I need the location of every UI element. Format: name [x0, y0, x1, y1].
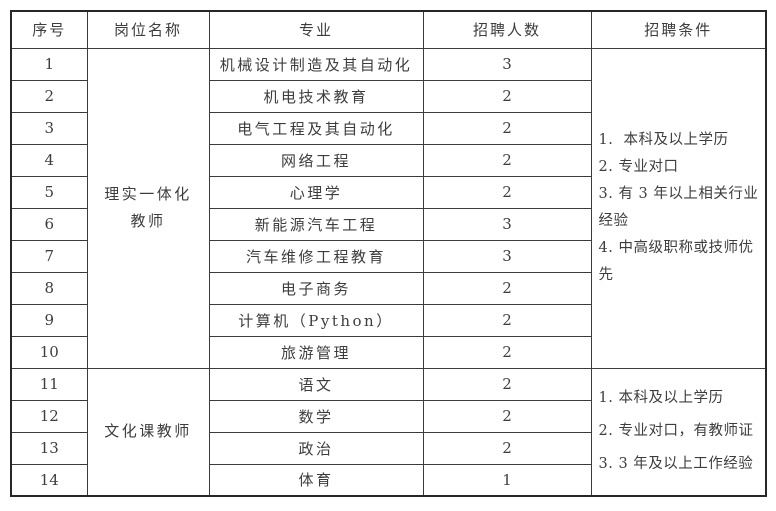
header-cell-position: 岗位名称	[86, 10, 210, 49]
conditions-cell-group2: 1. 本科及以上学历 2. 专业对口，有教师证 3. 3 年及以上工作经验	[590, 367, 767, 497]
position-cell-group2: 文化课教师	[86, 367, 210, 497]
position-name-line: 文化课教师	[104, 422, 192, 441]
count-cell: 1	[422, 463, 592, 497]
condition-line: 4. 中高级职称或技师优先	[598, 240, 754, 283]
position-cell-group1: 理实一体化 教师	[86, 47, 210, 369]
count-cell: 2	[422, 303, 592, 337]
table-row: 10 旅游管理 2	[10, 335, 766, 369]
count-cell: 2	[422, 431, 592, 465]
major-cell: 网络工程	[208, 143, 424, 177]
row-number-cell: 12	[10, 399, 88, 433]
count-cell: 2	[422, 335, 592, 369]
table-row: 8 电子商务 2	[10, 271, 766, 305]
conditions-cell-group1: 1. 本科及以上学历 2. 专业对口 3. 有 3 年以上相关行业经验 4. 中…	[590, 47, 767, 369]
row-number-cell: 6	[10, 207, 88, 241]
major-cell: 机电技术教育	[208, 79, 424, 113]
count-cell: 3	[422, 47, 592, 81]
condition-line: 1. 本科及以上学历	[598, 132, 729, 148]
table-row: 2 机电技术教育 2	[10, 79, 766, 113]
condition-line: 3. 有 3 年以上相关行业经验	[598, 186, 759, 229]
count-cell: 2	[422, 143, 592, 177]
table-row: 14 体育 1	[10, 463, 766, 497]
count-cell: 2	[422, 79, 592, 113]
recruitment-table: 序号 岗位名称 专业 招聘人数 招聘条件 1 理实一体化 教师 机械设计制造及其…	[10, 10, 767, 497]
count-cell: 2	[422, 399, 592, 433]
condition-line: 3. 3 年及以上工作经验	[598, 456, 754, 473]
major-cell: 电气工程及其自动化	[208, 111, 424, 145]
condition-line: 2. 专业对口，有教师证	[598, 423, 754, 440]
major-cell: 体育	[208, 463, 424, 497]
condition-line: 1. 本科及以上学历	[598, 390, 724, 407]
major-cell: 新能源汽车工程	[208, 207, 424, 241]
row-number-cell: 2	[10, 79, 88, 113]
major-cell: 旅游管理	[208, 335, 424, 369]
major-cell: 政治	[208, 431, 424, 465]
major-cell: 电子商务	[208, 271, 424, 305]
table-row: 4 网络工程 2	[10, 143, 766, 177]
row-number-cell: 11	[10, 367, 88, 401]
count-cell: 3	[422, 207, 592, 241]
table-row: 11 文化课教师 语文 2 1. 本科及以上学历 2. 专业对口，有教师证 3.…	[10, 367, 767, 497]
count-cell: 3	[422, 239, 592, 273]
count-cell: 2	[422, 111, 592, 145]
table-row: 6 新能源汽车工程 3	[10, 207, 766, 241]
count-cell: 2	[422, 271, 592, 305]
table-row: 12 数学 2	[10, 399, 766, 433]
row-number-cell: 13	[10, 431, 88, 465]
header-cell-conditions: 招聘条件	[590, 10, 767, 49]
table-row: 7 汽车维修工程教育 3	[10, 239, 766, 273]
count-cell: 2	[422, 175, 592, 209]
row-number-cell: 5	[10, 175, 88, 209]
row-number-cell: 14	[10, 463, 88, 497]
row-number-cell: 7	[10, 239, 88, 273]
major-cell: 汽车维修工程教育	[208, 239, 424, 273]
table-row: 9 计算机（Python） 2	[10, 303, 766, 337]
header-cell-count: 招聘人数	[422, 10, 592, 49]
header-cell-major: 专业	[208, 10, 424, 49]
major-cell: 语文	[208, 367, 424, 401]
row-number-cell: 9	[10, 303, 88, 337]
major-cell: 数学	[208, 399, 424, 433]
major-cell: 计算机（Python）	[208, 303, 424, 337]
row-number-cell: 10	[10, 335, 88, 369]
position-name-line: 理实一体化	[104, 185, 192, 203]
row-number-cell: 8	[10, 271, 88, 305]
header-row: 序号 岗位名称 专业 招聘人数 招聘条件	[10, 10, 767, 49]
table-row: 3 电气工程及其自动化 2	[10, 111, 766, 145]
row-number-cell: 1	[10, 47, 88, 81]
position-name-line: 教师	[130, 212, 166, 230]
table-row: 13 政治 2	[10, 431, 766, 465]
row-number-cell: 3	[10, 111, 88, 145]
header-cell-no: 序号	[10, 10, 88, 49]
condition-line: 2. 专业对口	[598, 159, 679, 175]
count-cell: 2	[422, 367, 592, 401]
table-row: 1 理实一体化 教师 机械设计制造及其自动化 3 1. 本科及以上学历 2. 专…	[10, 47, 767, 369]
row-number-cell: 4	[10, 143, 88, 177]
major-cell: 机械设计制造及其自动化	[208, 47, 424, 81]
major-cell: 心理学	[208, 175, 424, 209]
